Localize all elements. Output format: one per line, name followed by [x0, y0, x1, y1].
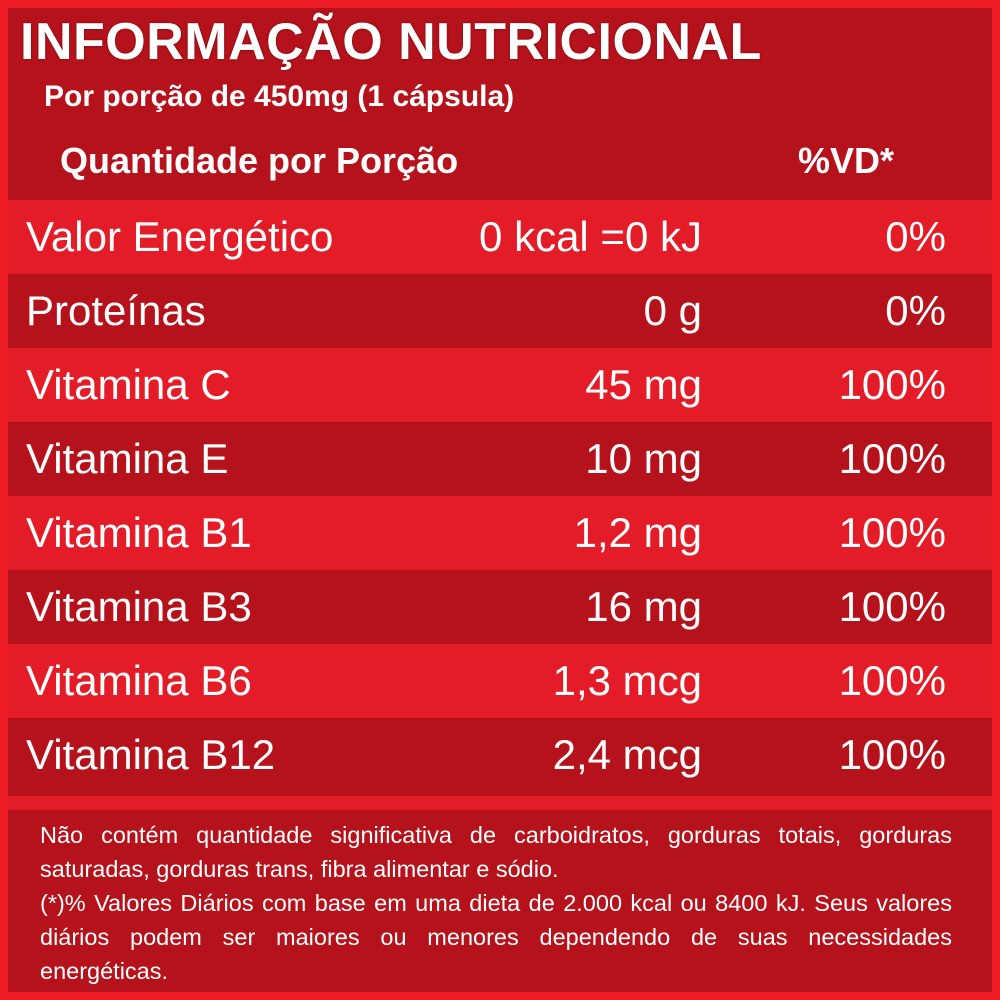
nutrient-name: Vitamina B12	[26, 731, 276, 778]
table-row: Vitamina B6 1,3 mcg 100%	[8, 644, 992, 718]
nutrient-table: Valor Energético 0 kcal =0 kJ 0% Proteín…	[8, 200, 992, 792]
nutrient-name: Vitamina C	[26, 361, 231, 408]
nutrient-quantity: 2,4 mcg	[552, 731, 702, 778]
nutrient-quantity: 0 kcal =0 kJ	[479, 213, 702, 260]
separator-band	[8, 796, 992, 810]
nutrient-name: Vitamina E	[26, 435, 229, 482]
nutrient-quantity: 1,3 mcg	[552, 657, 702, 704]
quantity-column-header: Quantidade por Porção	[60, 140, 459, 181]
table-row: Vitamina C 45 mg 100%	[8, 348, 992, 422]
nutrient-vd: 100%	[838, 657, 946, 704]
nutrient-vd: 0%	[885, 213, 946, 260]
nutrient-name: Vitamina B1	[26, 509, 252, 556]
nutrient-vd: 100%	[838, 731, 946, 778]
table-row: Vitamina B1 1,2 mg 100%	[8, 496, 992, 570]
nutrient-vd: 100%	[838, 361, 946, 408]
nutrient-quantity: 1,2 mg	[573, 509, 702, 556]
table-row: Vitamina B12 2,4 mcg 100%	[8, 718, 992, 792]
nutrient-name: Vitamina B6	[26, 657, 252, 704]
footnote-not-significant: Não contém quantidade significativa de c…	[40, 822, 952, 882]
nutrient-quantity: 16 mg	[585, 583, 702, 630]
table-row: Valor Energético 0 kcal =0 kJ 0%	[8, 200, 992, 274]
table-row: Proteínas 0 g 0%	[8, 274, 992, 348]
nutrient-name: Valor Energético	[26, 213, 334, 260]
label-title: INFORMAÇÃO NUTRICIONAL	[20, 13, 762, 71]
vd-column-header: %VD*	[798, 140, 895, 181]
table-row: Vitamina B3 16 mg 100%	[8, 570, 992, 644]
nutrient-vd: 0%	[885, 287, 946, 334]
nutrient-name: Vitamina B3	[26, 583, 252, 630]
nutrient-vd: 100%	[838, 509, 946, 556]
footnote: Não contém quantidade significativa de c…	[40, 818, 952, 988]
nutrient-quantity: 10 mg	[585, 435, 702, 482]
nutrient-vd: 100%	[838, 583, 946, 630]
serving-size: Por porção de 450mg (1 cápsula)	[44, 80, 515, 113]
nutrient-quantity: 45 mg	[585, 361, 702, 408]
table-row: Vitamina E 10 mg 100%	[8, 422, 992, 496]
nutrient-name: Proteínas	[26, 287, 206, 334]
nutrient-vd: 100%	[838, 435, 946, 482]
nutrient-quantity: 0 g	[643, 287, 702, 334]
footnote-daily-values: (*)% Valores Diários com base em uma die…	[40, 890, 952, 984]
